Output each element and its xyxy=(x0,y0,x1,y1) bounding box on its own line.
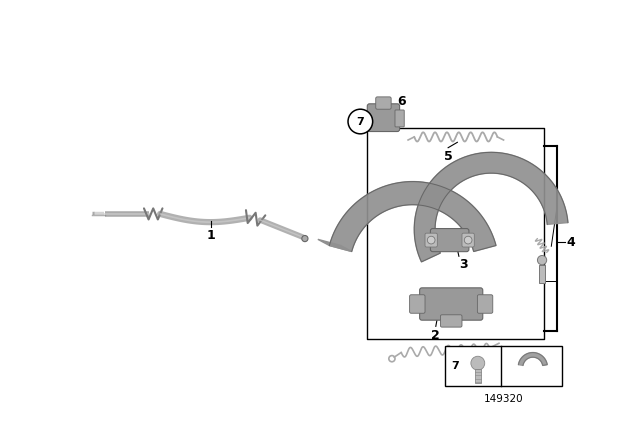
FancyBboxPatch shape xyxy=(425,233,437,247)
Text: 3: 3 xyxy=(459,258,468,271)
Circle shape xyxy=(471,356,484,370)
Text: 7: 7 xyxy=(451,362,459,371)
Circle shape xyxy=(302,236,308,241)
Text: 1: 1 xyxy=(207,229,215,242)
Text: 2: 2 xyxy=(431,329,440,342)
FancyBboxPatch shape xyxy=(445,346,562,386)
FancyBboxPatch shape xyxy=(367,104,399,132)
Polygon shape xyxy=(330,181,496,251)
Polygon shape xyxy=(518,353,547,366)
FancyBboxPatch shape xyxy=(440,315,462,327)
Text: 149320: 149320 xyxy=(484,394,524,404)
Text: 6: 6 xyxy=(397,95,406,108)
Circle shape xyxy=(538,255,547,265)
FancyBboxPatch shape xyxy=(475,369,481,383)
Text: 4: 4 xyxy=(566,236,575,249)
FancyBboxPatch shape xyxy=(462,233,474,247)
FancyBboxPatch shape xyxy=(420,288,483,320)
Polygon shape xyxy=(414,152,568,262)
Polygon shape xyxy=(318,239,352,251)
FancyBboxPatch shape xyxy=(376,97,391,109)
Circle shape xyxy=(348,109,372,134)
Text: 7: 7 xyxy=(356,116,364,126)
FancyBboxPatch shape xyxy=(431,228,469,252)
FancyBboxPatch shape xyxy=(477,295,493,313)
FancyBboxPatch shape xyxy=(410,295,425,313)
Circle shape xyxy=(428,236,435,244)
Text: 5: 5 xyxy=(444,150,452,163)
FancyBboxPatch shape xyxy=(395,110,404,127)
Circle shape xyxy=(464,236,472,244)
FancyBboxPatch shape xyxy=(539,265,545,283)
